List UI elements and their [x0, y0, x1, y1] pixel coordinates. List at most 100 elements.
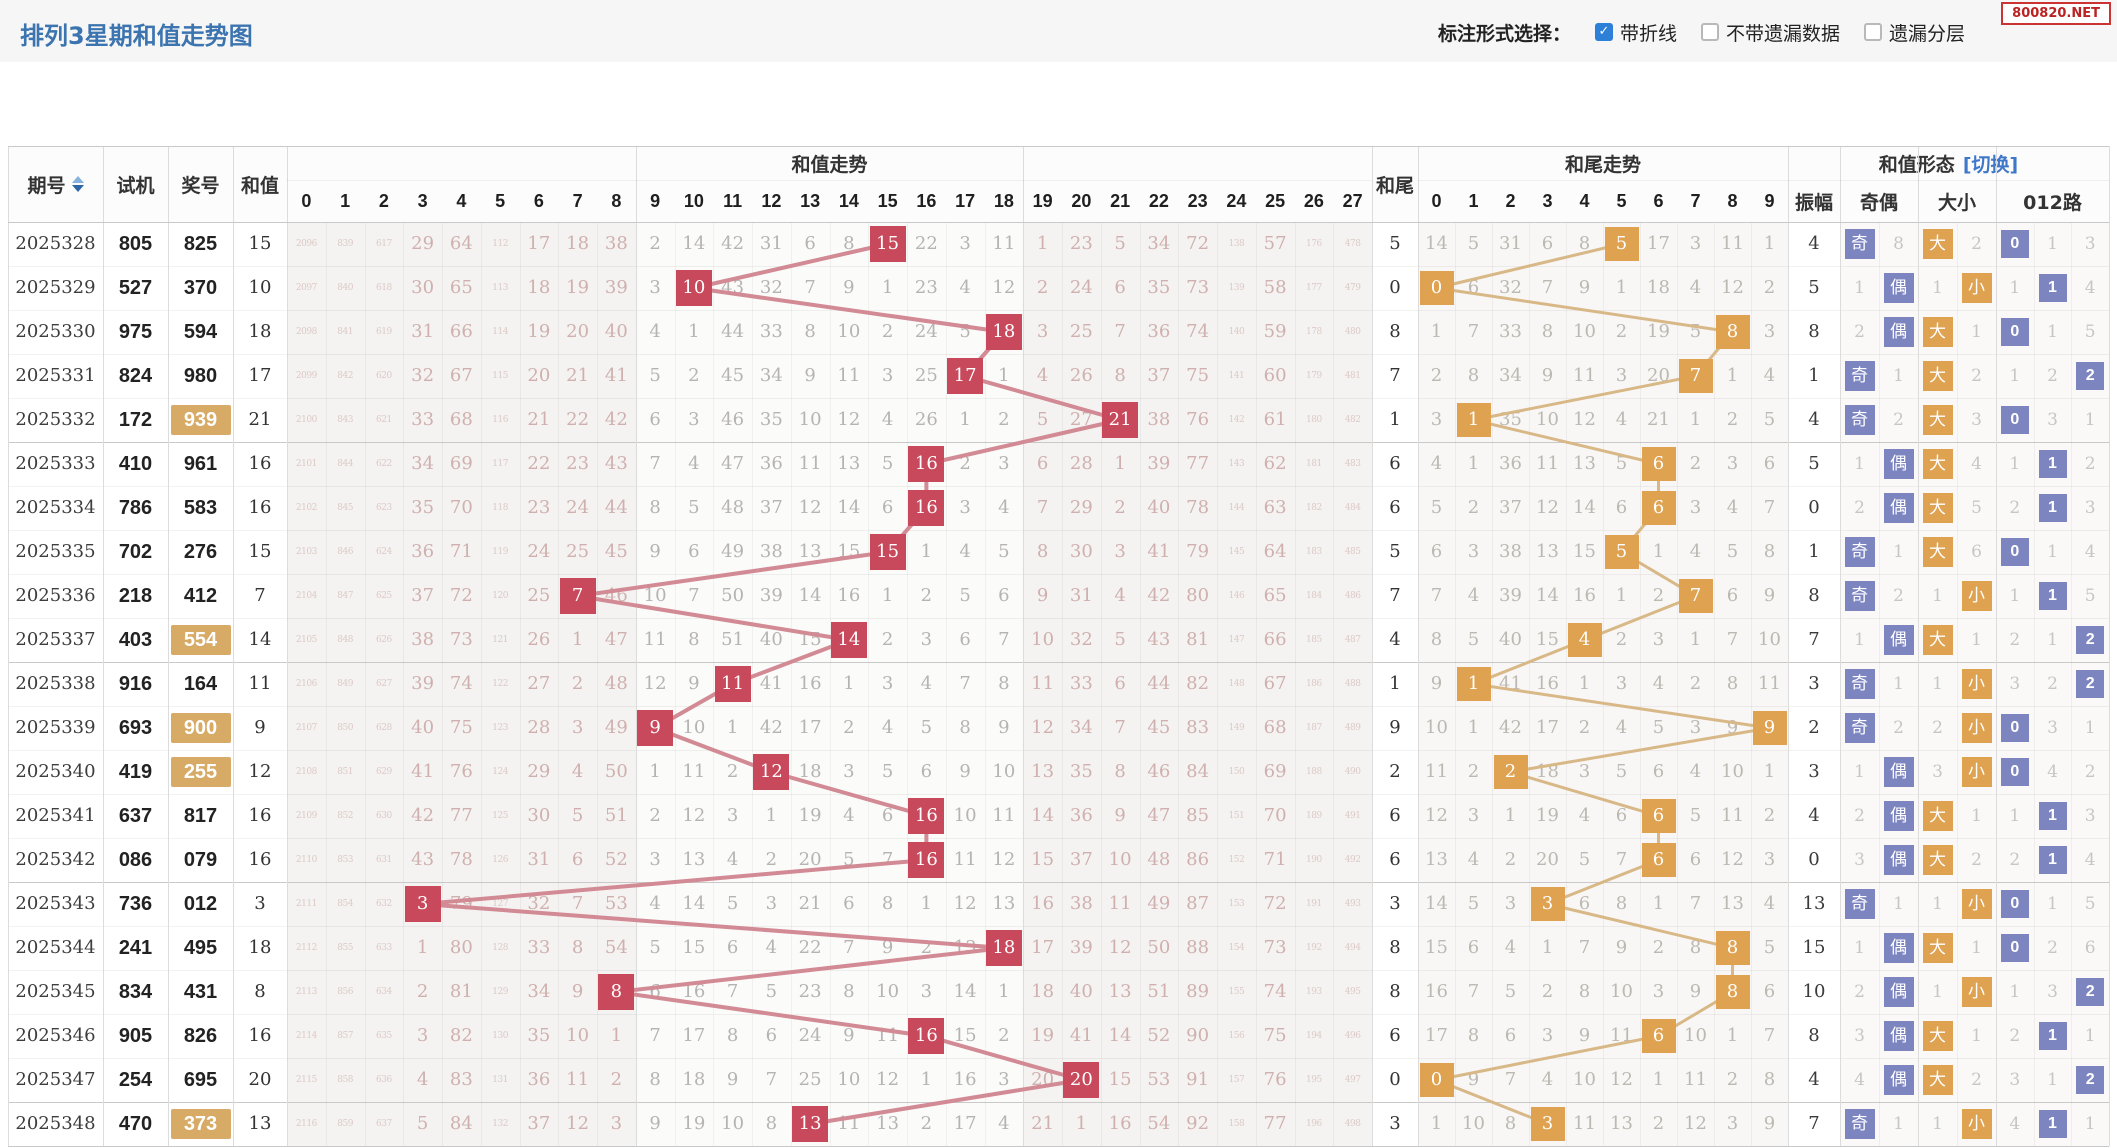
column-separator: [1957, 222, 1958, 1146]
sum-miss-cell: 77: [1263, 1113, 1287, 1134]
lu012-miss-cell: 3: [2047, 718, 2058, 738]
sum-miss-cell: 60: [1263, 365, 1287, 386]
lu012-miss-cell: 2: [2047, 674, 2058, 694]
win-number-cell: 825: [183, 233, 218, 255]
tail-value-cell: 4: [1389, 629, 1401, 650]
size-miss-cell: 1: [1971, 938, 1982, 958]
column-header-period[interactable]: 期号: [8, 146, 103, 222]
sum-miss-cell: 628: [376, 723, 392, 733]
tail-value-cell: 6: [1389, 805, 1401, 826]
annotation-option-2[interactable]: 遗漏分层: [1863, 19, 1965, 46]
sum-miss-cell: 6: [804, 233, 816, 254]
tail-miss-cell: 3: [1615, 673, 1628, 694]
sum-miss-cell: 61: [1263, 409, 1287, 430]
tail-miss-cell: 8: [1726, 673, 1739, 694]
period-cell: 2025331: [15, 365, 96, 386]
sum-miss-cell: 76: [1186, 409, 1210, 430]
sum-miss-cell: 845: [337, 503, 353, 513]
checkbox-unchecked-icon[interactable]: [1863, 23, 1882, 41]
tail-value-cell: 7: [1389, 365, 1401, 386]
lu012-miss-cell: 3: [2047, 982, 2058, 1002]
tail-miss-cell: 6: [1689, 849, 1702, 870]
sum-miss-cell: 35: [1147, 277, 1171, 298]
tail-miss-cell: 2: [1763, 805, 1776, 826]
sum-miss-cell: 2106: [295, 679, 317, 689]
tail-miss-cell: 13: [1610, 1113, 1633, 1134]
sum-miss-cell: 4: [998, 497, 1010, 518]
annotation-option-1[interactable]: 不带遗漏数据: [1700, 19, 1840, 46]
size-hit-box: 大: [1922, 933, 1953, 963]
size-miss-cell: 3: [1932, 762, 1943, 782]
parity-miss-cell: 1: [1854, 762, 1865, 782]
sum-miss-cell: 491: [1344, 811, 1361, 821]
sum-miss-cell: 35: [1069, 761, 1093, 782]
sum-miss-cell: 8: [688, 629, 700, 650]
sum-miss-cell: 9: [843, 1025, 855, 1046]
tail-miss-cell: 18: [1647, 277, 1670, 298]
tail-miss-cell: 5: [1726, 541, 1739, 562]
sum-miss-cell: 19: [566, 277, 590, 298]
size-miss-cell: 1: [1971, 806, 1982, 826]
tail-miss-cell: 4: [1763, 893, 1776, 914]
sum-miss-cell: 5: [1114, 629, 1126, 650]
tail-miss-cell: 13: [1536, 541, 1559, 562]
tail-hit-box: 1: [1456, 667, 1491, 701]
sum-miss-cell: 82: [449, 1025, 473, 1046]
checkbox-unchecked-icon[interactable]: [1700, 23, 1719, 41]
size-miss-cell: 2: [1971, 850, 1982, 870]
tail-miss-cell: 2: [1541, 981, 1554, 1002]
tail-miss-cell: 7: [1467, 981, 1480, 1002]
tail-col-header-0: 0: [1418, 180, 1455, 222]
lu012-miss-cell: 1: [2009, 586, 2021, 606]
sum-miss-cell: 43: [721, 277, 745, 298]
sum-miss-cell: 6: [881, 805, 894, 826]
sum-miss-cell: 1: [1036, 233, 1049, 254]
lu012-miss-cell: 4: [2009, 1114, 2021, 1134]
sum-miss-cell: 19: [682, 1113, 706, 1134]
lu012-miss-cell: 1: [2047, 1070, 2058, 1090]
sum-miss-cell: 11: [992, 233, 1016, 254]
sum-miss-cell: 10: [643, 585, 667, 606]
sum-miss-cell: 2114: [295, 1031, 317, 1041]
annotation-option-0[interactable]: ✓ 带折线: [1594, 19, 1677, 46]
tail-miss-cell: 3: [1763, 321, 1776, 342]
tail-miss-cell: 9: [1763, 585, 1776, 606]
sum-miss-cell: 3: [959, 497, 971, 518]
sum-miss-cell: 40: [1069, 981, 1093, 1002]
sum-miss-cell: 149: [1228, 723, 1245, 733]
sum-miss-cell: 15: [837, 541, 861, 562]
sum-miss-cell: 487: [1344, 635, 1361, 645]
test-number-cell: 916: [118, 673, 153, 695]
test-number-cell: 824: [118, 365, 153, 387]
sum-miss-cell: 5: [416, 1113, 429, 1134]
checkbox-checked-icon[interactable]: ✓: [1594, 23, 1613, 41]
sum-miss-cell: 41: [1147, 541, 1171, 562]
tail-value-cell: 5: [1389, 233, 1401, 254]
parity-miss-cell: 1: [1893, 366, 1904, 386]
tail-miss-cell: 5: [1467, 629, 1480, 650]
sum-miss-cell: 39: [411, 673, 435, 694]
sum-miss-cell: 8: [726, 1025, 739, 1046]
sum-hit-box: 21: [1102, 402, 1139, 438]
sum-col-header-16: 16: [907, 180, 946, 222]
tail-miss-cell: 3: [1578, 761, 1591, 782]
sum-miss-cell: 19: [798, 805, 822, 826]
sum-miss-cell: 65: [449, 277, 473, 298]
sum-col-header-23: 23: [1178, 180, 1217, 222]
sum-miss-cell: 633: [376, 943, 392, 953]
sum-miss-cell: 1: [920, 541, 933, 562]
sum-value-cell: 16: [248, 849, 272, 870]
amplitude-cell: 7: [1808, 1113, 1820, 1134]
sum-miss-cell: 113: [492, 283, 508, 293]
sum-miss-cell: 3: [571, 717, 584, 738]
tail-miss-cell: 39: [1499, 585, 1522, 606]
sum-hit-box: 10: [675, 270, 712, 306]
sum-miss-cell: 2: [688, 365, 700, 386]
tail-miss-cell: 3: [1689, 233, 1702, 254]
sum-miss-cell: 51: [1147, 981, 1171, 1002]
sort-icon[interactable]: [71, 176, 84, 192]
sum-miss-cell: 76: [1263, 1069, 1287, 1090]
sum-miss-cell: 623: [376, 503, 392, 513]
switch-link[interactable]: [切换]: [1962, 153, 2019, 176]
sum-miss-cell: 69: [449, 453, 473, 474]
